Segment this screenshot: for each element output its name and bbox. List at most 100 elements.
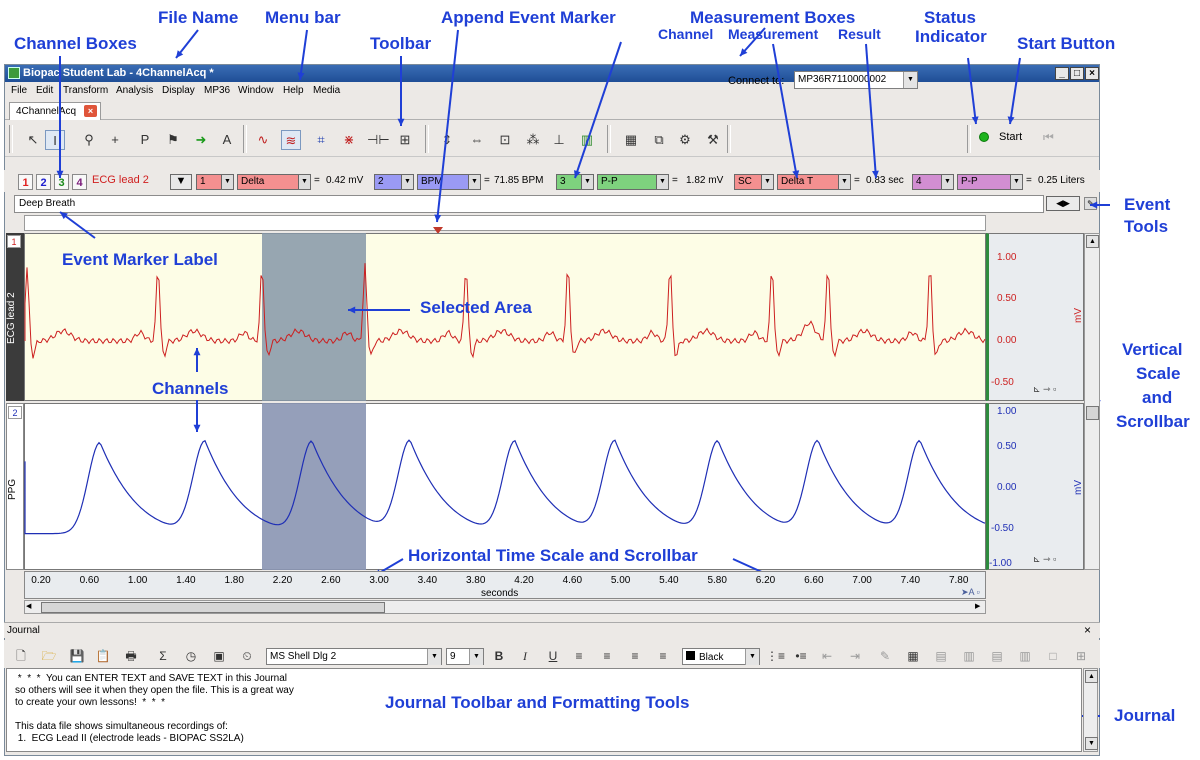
bold-button[interactable]: B xyxy=(494,649,504,663)
menu-window[interactable]: Window xyxy=(238,85,274,96)
menu-transform[interactable]: Transform xyxy=(63,85,109,96)
indent-icon[interactable]: ⇥ xyxy=(849,649,861,663)
channel-2-number[interactable]: 2 xyxy=(8,406,22,419)
menu-help[interactable]: Help xyxy=(283,85,304,96)
scroll-left-icon[interactable]: ◀ xyxy=(26,603,32,610)
measurement-4-type[interactable]: Delta T ▼ xyxy=(777,174,851,190)
channel-box-3[interactable]: 3 xyxy=(54,174,69,190)
start-button[interactable]: Start xyxy=(999,131,1023,143)
measurement-menu-button[interactable]: ▼ xyxy=(170,174,192,190)
measurement-1-channel[interactable]: 1 ▼ xyxy=(196,174,234,190)
split-icon[interactable]: ⊣⊢ xyxy=(367,132,390,147)
overlap-icon[interactable]: ∿ xyxy=(257,132,269,147)
chevron-down-icon[interactable]: ▼ xyxy=(656,175,668,189)
vertical-scrollbar[interactable]: ▲ xyxy=(1084,233,1100,570)
grid-icon[interactable]: ⌗ xyxy=(317,132,325,147)
chevron-down-icon[interactable]: ▼ xyxy=(298,175,310,189)
event-label-field[interactable]: Deep Breath xyxy=(14,195,1044,213)
chevron-down-icon[interactable]: ▼ xyxy=(221,175,233,189)
font-family-select[interactable]: MS Shell Dlg 2 ▼ xyxy=(266,648,442,665)
menu-media[interactable]: Media xyxy=(313,85,341,96)
channel-2-plot[interactable] xyxy=(24,403,986,570)
timer-icon[interactable]: ⏲ xyxy=(242,649,252,663)
scroll-right-icon[interactable]: ▶ xyxy=(975,603,981,610)
insert-table-icon[interactable]: ▦ xyxy=(907,649,919,663)
menu-edit[interactable]: Edit xyxy=(36,85,54,96)
chevron-down-icon[interactable]: ▼ xyxy=(941,175,953,189)
split-cells-icon[interactable]: ⊞ xyxy=(1075,649,1087,663)
bullet-list-icon[interactable]: •≡ xyxy=(795,649,807,663)
insert-column-icon[interactable]: ▥ xyxy=(963,649,975,663)
delete-column-icon[interactable]: ▥ xyxy=(1019,649,1031,663)
scroll-down-icon[interactable]: ▼ xyxy=(1085,737,1098,750)
chevron-down-icon[interactable]: ▼ xyxy=(427,649,441,665)
align-left-icon[interactable]: ≡ xyxy=(575,649,583,663)
rewind-icon[interactable]: ⏮ xyxy=(1043,130,1054,144)
autoscale-horizontal-icon[interactable]: ⊞ xyxy=(399,132,411,147)
italic-button[interactable]: I xyxy=(523,649,527,663)
display-icon[interactable]: ⇔ xyxy=(470,132,484,147)
event-marker-strip[interactable] xyxy=(24,215,986,231)
maximize-button[interactable]: □ xyxy=(1070,67,1084,80)
sum-icon[interactable]: Σ xyxy=(159,649,167,663)
align-icon[interactable]: ⊥ xyxy=(553,132,565,147)
close-button[interactable]: × xyxy=(1085,67,1099,80)
insert-row-icon[interactable]: ▤ xyxy=(935,649,947,663)
stack-icon[interactable]: ≋ xyxy=(281,130,301,150)
fit-icon[interactable]: ⊡ xyxy=(499,132,511,147)
chevron-down-icon[interactable]: ▼ xyxy=(581,175,593,189)
next-arrow-icon[interactable]: ➜ xyxy=(195,132,207,147)
chevron-down-icon[interactable]: ▼ xyxy=(469,649,483,665)
print-icon[interactable]: 🖶 xyxy=(125,649,137,663)
chevron-down-icon[interactable]: ▼ xyxy=(838,175,850,189)
open-folder-icon[interactable]: 🗁 xyxy=(41,649,57,663)
chevron-down-icon[interactable]: ▼ xyxy=(761,175,773,189)
horizontal-scroll-thumb[interactable] xyxy=(41,602,385,613)
compare-icon[interactable]: ⁂ xyxy=(526,132,540,147)
justify-icon[interactable]: ≡ xyxy=(659,649,667,663)
event-marker-icon[interactable]: ⚑ xyxy=(167,132,179,147)
channel-1-vertical-scale[interactable]: 1.00 0.50 0.00 -0.50 mV ⊾ ⇾ ▫ xyxy=(986,233,1084,401)
selected-area[interactable] xyxy=(262,233,366,401)
measurement-5-type[interactable]: P-P ▼ xyxy=(957,174,1023,190)
measurement-3-channel[interactable]: 3 ▼ xyxy=(556,174,594,190)
selected-area[interactable] xyxy=(262,403,366,570)
chevron-down-icon[interactable]: ▼ xyxy=(468,175,480,189)
new-file-icon[interactable]: 🗋 xyxy=(16,649,26,663)
align-right-icon[interactable]: ≡ xyxy=(631,649,639,663)
menu-file[interactable]: File xyxy=(11,85,28,96)
channel-box-1[interactable]: 1 xyxy=(18,174,33,190)
outdent-icon[interactable]: ⇤ xyxy=(821,649,833,663)
menu-mp36[interactable]: MP36 xyxy=(204,85,231,96)
channel-box-4[interactable]: 4 xyxy=(72,174,87,190)
delete-row-icon[interactable]: ▤ xyxy=(991,649,1003,663)
measurement-2-type[interactable]: BPM ▼ xyxy=(417,174,481,190)
numbered-list-icon[interactable]: ⋮≡ xyxy=(766,649,786,663)
horizontal-time-scale[interactable]: 0.20 0.60 1.00 1.40 1.80 2.20 2.60 3.00 3.40 3.80… xyxy=(24,571,986,599)
save-icon[interactable]: 💾 xyxy=(69,649,85,663)
document-tab[interactable]: 4ChannelAcq × xyxy=(9,102,101,120)
menu-analysis[interactable]: Analysis xyxy=(116,85,154,96)
scale-tools-icon[interactable]: ⊾ ⇾ ▫ xyxy=(1033,384,1057,394)
underline-button[interactable]: U xyxy=(548,649,558,663)
measurement-5-channel[interactable]: 4 ▼ xyxy=(912,174,954,190)
channel-1-number[interactable]: 1 xyxy=(7,235,21,248)
journal-close-icon[interactable]: × xyxy=(1084,623,1092,637)
paste-icon[interactable]: 📋 xyxy=(95,649,111,663)
axis-tools-icon[interactable]: ➤A ▫ xyxy=(961,587,980,597)
ibeam-select-icon[interactable]: I xyxy=(45,130,65,150)
cursor-icon[interactable]: ↖ xyxy=(27,132,39,147)
crosshair-icon[interactable]: + xyxy=(111,132,119,147)
chevron-down-icon[interactable]: ▼ xyxy=(903,72,917,88)
clock-icon[interactable]: ◷ xyxy=(185,649,197,663)
bar-graph-icon[interactable]: ▥ xyxy=(580,132,594,147)
measurement-3-type[interactable]: P-P ▼ xyxy=(597,174,669,190)
measurement-1-type[interactable]: Delta ▼ xyxy=(237,174,311,190)
chevron-down-icon[interactable]: ▼ xyxy=(1010,175,1022,189)
zoom-icon[interactable]: ⚲ xyxy=(84,132,94,147)
horizontal-scrollbar[interactable]: ◀ ▶ xyxy=(24,600,986,614)
channel-2-vertical-scale[interactable]: 1.00 0.50 0.00 -0.50 -1.00 mV ⊾ ⇾ ▫ xyxy=(986,403,1084,570)
grid-options-icon[interactable]: ▦ xyxy=(624,132,638,147)
measurement-2-channel[interactable]: 2 ▼ xyxy=(374,174,414,190)
menu-display[interactable]: Display xyxy=(162,85,195,96)
